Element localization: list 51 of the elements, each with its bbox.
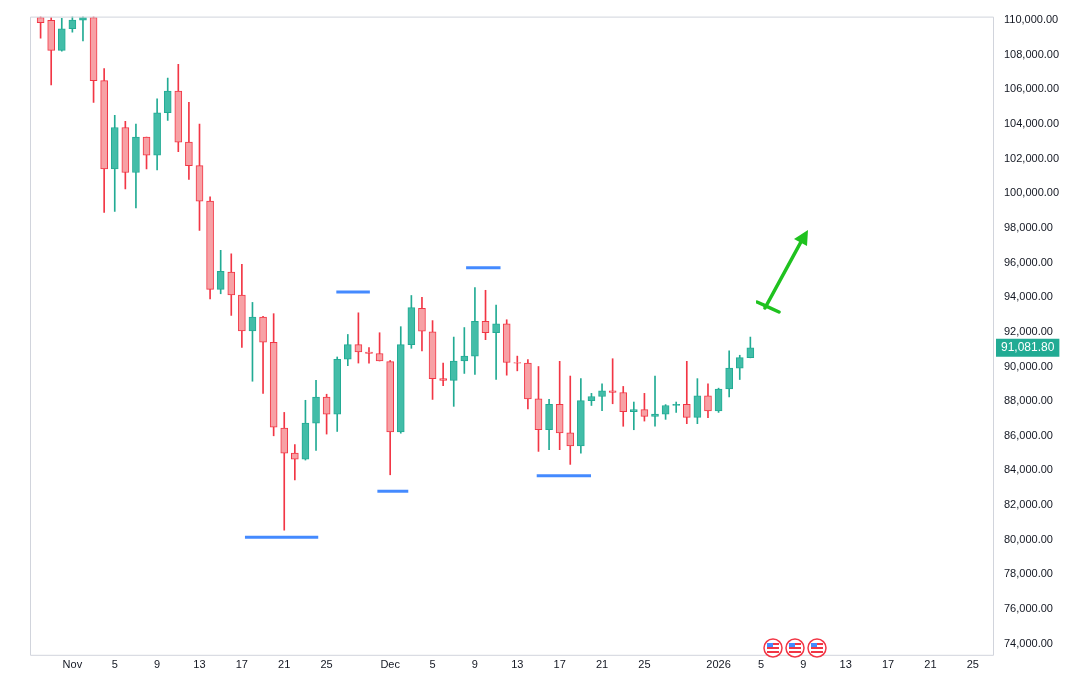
x-tick-label: 17	[553, 658, 566, 671]
x-tick-label: 13	[839, 658, 852, 671]
x-tick-label: 21	[924, 658, 937, 671]
candlestick	[280, 412, 289, 531]
x-tick-label: 5	[111, 658, 118, 671]
candlestick	[566, 375, 575, 465]
candlestick	[439, 362, 447, 386]
y-tick-label: 74,000.00	[1004, 636, 1053, 649]
y-tick-label: 84,000.00	[1004, 463, 1053, 476]
y-tick-label: 80,000.00	[1004, 532, 1053, 545]
x-tick-label: 21	[278, 658, 291, 671]
x-tick-label: 13	[511, 658, 524, 671]
candlestick	[291, 444, 299, 481]
x-tick-label: 25	[966, 658, 979, 671]
y-tick-label: 76,000.00	[1004, 602, 1053, 615]
y-tick-label: 106,000.00	[1004, 82, 1060, 95]
y-tick-label: 82,000.00	[1004, 498, 1053, 511]
y-tick-label: 108,000.00	[1004, 47, 1060, 60]
x-tick-label: 9	[471, 658, 478, 671]
candlestick	[651, 375, 659, 427]
y-tick-label: 96,000.00	[1004, 255, 1053, 268]
x-tick-label: 25	[320, 658, 333, 671]
y-tick-label: 94,000.00	[1004, 290, 1053, 303]
x-tick-label: 5	[757, 658, 765, 671]
y-tick-label: 92,000.00	[1004, 324, 1053, 337]
x-tick-label: 13	[193, 658, 206, 671]
x-tick-label: Dec	[380, 658, 401, 671]
x-tick-label: 9	[154, 658, 161, 671]
x-tick-label: 17	[881, 658, 895, 671]
x-tick-label: Nov	[62, 658, 83, 671]
x-tick-label: 2026	[706, 658, 731, 671]
y-tick-label: 98,000.00	[1004, 220, 1053, 233]
x-tick-label: 9	[800, 658, 807, 671]
candlestick	[598, 383, 606, 412]
y-tick-label: 88,000.00	[1004, 394, 1053, 407]
x-tick-label: 21	[595, 658, 609, 671]
y-tick-label: 104,000.00	[1004, 117, 1060, 130]
candlestick	[365, 347, 373, 364]
candlestick	[629, 401, 638, 431]
candlestick	[682, 360, 691, 425]
y-tick-label: 90,000.00	[1004, 359, 1053, 372]
y-tick-label: 110,000.00	[1004, 13, 1059, 26]
y-tick-label: 78,000.00	[1004, 567, 1053, 580]
x-tick-label: 17	[235, 658, 248, 671]
candlestick	[492, 304, 500, 380]
y-tick-label: 100,000.00	[1004, 186, 1060, 199]
text: 91,081.80	[1001, 340, 1055, 355]
y-tick-label: 102,000.00	[1004, 151, 1060, 164]
x-tick-label: 5	[429, 658, 436, 671]
x-tick-label: 25	[638, 658, 651, 671]
y-tick-label: 86,000.00	[1004, 428, 1053, 441]
